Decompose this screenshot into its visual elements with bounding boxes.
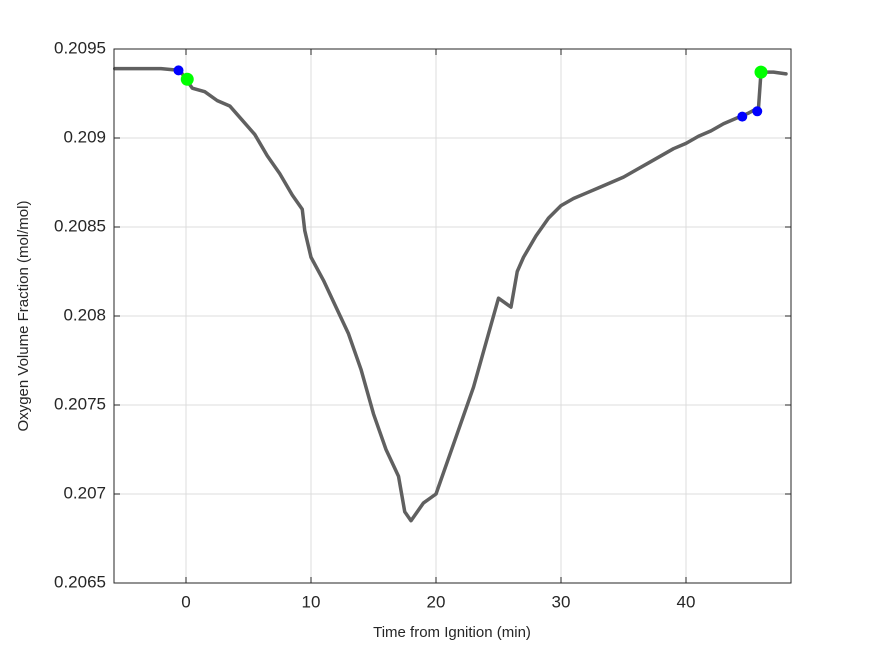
y-tick-label: 0.2095	[54, 38, 106, 57]
data-line	[113, 66, 788, 523]
data-point	[754, 65, 768, 79]
x-tick-label: 20	[427, 592, 446, 611]
data-point	[752, 106, 763, 117]
x-tick-label: 10	[302, 592, 321, 611]
data-point	[737, 111, 748, 122]
y-axis-label: Oxygen Volume Fraction (mol/mol)	[15, 201, 32, 432]
data-point	[173, 65, 184, 76]
x-tick-label: 30	[552, 592, 571, 611]
y-tick-label: 0.2065	[54, 572, 106, 591]
plot-frame	[113, 48, 792, 584]
y-tick-label: 0.208	[63, 305, 106, 324]
x-tick-label: 0	[181, 592, 190, 611]
x-tick-label: 40	[677, 592, 696, 611]
y-tick-label: 0.2075	[54, 394, 106, 413]
x-axis-label: Time from Ignition (min)	[373, 624, 531, 641]
y-tick-label: 0.2085	[54, 216, 106, 235]
y-tick-label: 0.209	[63, 127, 106, 146]
data-point	[180, 72, 194, 86]
y-tick-label: 0.207	[63, 483, 106, 502]
